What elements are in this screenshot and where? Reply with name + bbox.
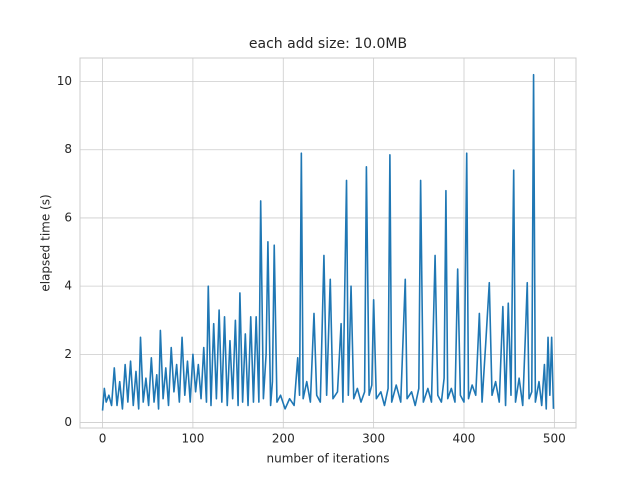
y-tick-label: 0: [64, 415, 72, 429]
x-tick-label: 500: [543, 432, 566, 446]
chart-title: each add size: 10.0MB: [249, 36, 407, 52]
y-tick-label: 6: [64, 210, 72, 224]
y-tick-label: 10: [57, 74, 72, 88]
y-axis-label: elapsed time (s): [39, 194, 53, 291]
x-tick-label: 300: [362, 432, 385, 446]
x-axis-label: number of iterations: [267, 452, 390, 466]
data-line: [101, 73, 555, 411]
y-tick-label: 2: [64, 347, 72, 361]
plot-frame: [79, 57, 577, 429]
y-tick-label: 4: [64, 279, 72, 293]
x-tick-label: 100: [181, 432, 204, 446]
y-tick-label: 8: [64, 142, 72, 156]
x-tick-label: 200: [272, 432, 295, 446]
x-tick-label: 0: [99, 432, 107, 446]
x-tick-label: 400: [453, 432, 476, 446]
